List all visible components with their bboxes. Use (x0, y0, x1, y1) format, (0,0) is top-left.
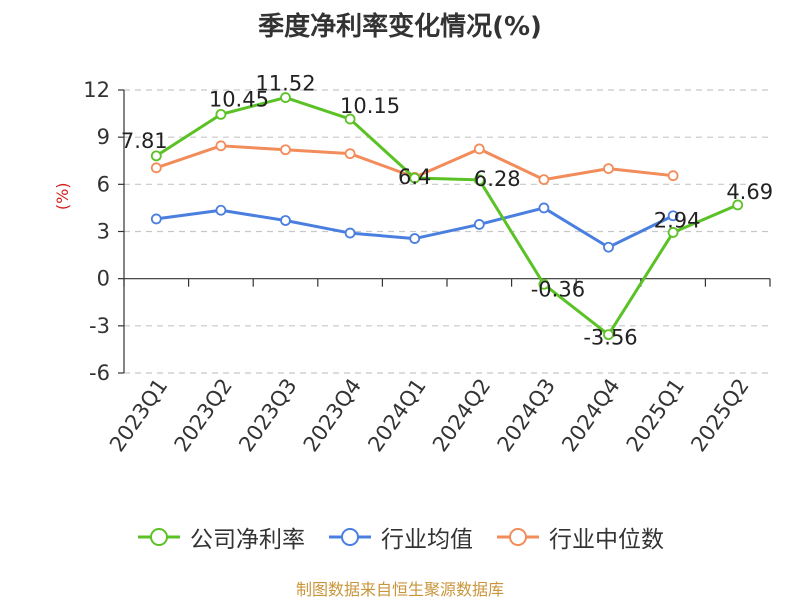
data-label: -0.36 (531, 277, 585, 301)
data-label: 2.94 (654, 208, 701, 232)
data-point (732, 199, 744, 211)
legend-item: 行业均值 (327, 520, 473, 554)
legend-item: 公司净利率 (136, 520, 305, 554)
data-label: 11.52 (255, 72, 315, 96)
series-line (155, 96, 739, 337)
data-point (667, 210, 679, 222)
data-point (215, 108, 227, 120)
data-point (150, 150, 162, 162)
data-label: 7.81 (121, 129, 168, 153)
data-point (603, 163, 614, 175)
data-label: 10.15 (340, 94, 400, 118)
y-tick-label: -3 (89, 314, 110, 338)
y-tick-label: 6 (97, 172, 110, 196)
data-point (603, 329, 614, 341)
y-tick-label: 12 (83, 78, 110, 102)
chart-title: 季度净利率变化情况(%) (258, 12, 542, 42)
data-point (538, 278, 550, 290)
data-point (344, 148, 356, 160)
y-tick-label: 3 (97, 220, 110, 244)
x-tick-label: 2023Q3 (234, 374, 301, 456)
data-label: 6.4 (398, 165, 431, 189)
data-point (473, 174, 485, 186)
y-tick-label: 0 (97, 267, 110, 291)
legend-label: 公司净利率 (190, 527, 305, 553)
data-label: -3.56 (583, 326, 637, 350)
y-axis-label: (%) (53, 182, 72, 210)
data-point (603, 241, 614, 253)
legend-label: 行业均值 (381, 527, 473, 553)
data-point (667, 227, 679, 238)
legend-swatch-icon (329, 528, 371, 546)
data-point (280, 144, 291, 156)
data-point (473, 143, 485, 155)
y-tick-label: -6 (89, 361, 110, 385)
x-tick-label: 2025Q1 (622, 374, 689, 456)
legend: 公司净利率 行业均值 行业中位数 (0, 520, 800, 554)
y-tick-label: 9 (97, 125, 110, 149)
data-point (215, 140, 227, 152)
x-tick-label: 2023Q4 (299, 374, 366, 456)
data-point (409, 172, 421, 184)
x-tick-label: 2023Q1 (105, 374, 172, 456)
data-label: 4.69 (726, 180, 773, 204)
data-point (538, 174, 550, 186)
data-point (344, 113, 356, 125)
data-point (344, 227, 356, 239)
data-point (150, 213, 162, 225)
data-point (280, 215, 291, 226)
x-tick-label: 2023Q2 (170, 374, 237, 456)
x-tick-label: 2024Q4 (557, 374, 624, 456)
x-tick-label: 2025Q2 (686, 374, 753, 456)
data-point (280, 92, 291, 103)
legend-item: 行业中位数 (495, 520, 664, 554)
data-point (409, 233, 421, 244)
legend-swatch-icon (497, 528, 539, 546)
data-point (538, 202, 550, 214)
legend-label: 行业中位数 (549, 527, 664, 553)
data-point (473, 219, 485, 230)
x-tick-label: 2024Q3 (493, 374, 560, 456)
data-point (215, 204, 227, 216)
data-point (150, 162, 162, 174)
data-point (667, 170, 679, 182)
x-tick-label: 2024Q1 (363, 374, 430, 456)
data-label: 10.45 (209, 87, 269, 111)
source-note: 制图数据来自恒生聚源数据库 (295, 580, 504, 599)
legend-swatch-icon (138, 528, 180, 546)
series-lines (150, 92, 744, 341)
x-tick-label: 2024Q2 (428, 374, 495, 456)
data-label: 6.28 (474, 167, 521, 191)
